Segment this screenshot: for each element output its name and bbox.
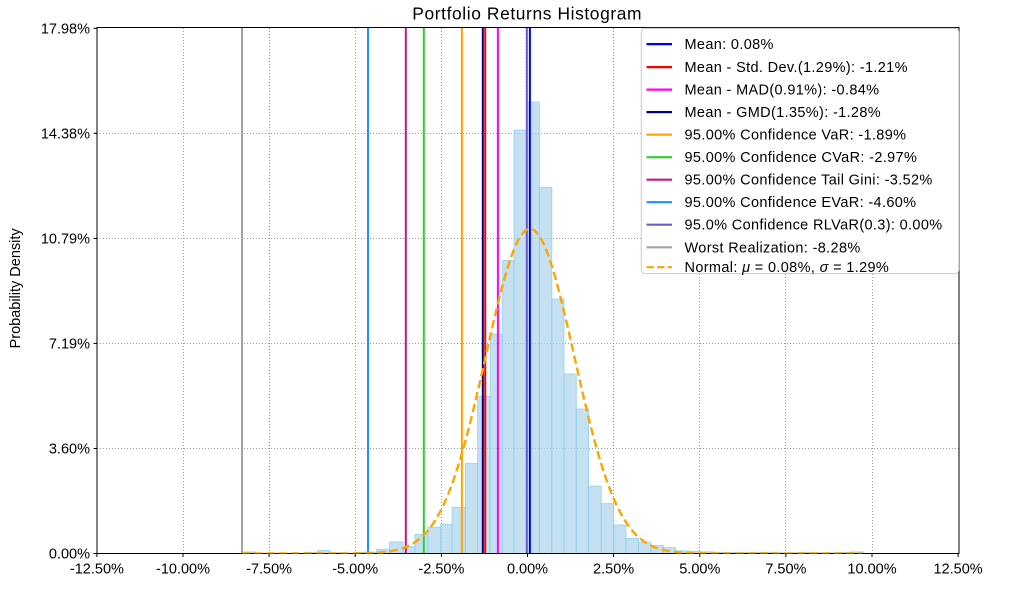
svg-text:7.19%: 7.19% [49, 336, 90, 352]
svg-text:5.00%: 5.00% [679, 562, 720, 578]
svg-text:-10.00%: -10.00% [156, 562, 210, 578]
svg-text:17.98%: 17.98% [41, 21, 90, 37]
svg-text:10.79%: 10.79% [41, 231, 90, 247]
svg-text:Mean - Std. Dev.(1.29%): -1.21: Mean - Std. Dev.(1.29%): -1.21% [685, 60, 908, 76]
svg-text:-5.00%: -5.00% [332, 562, 378, 578]
svg-text:95.00% Confidence VaR: -1.89%: 95.00% Confidence VaR: -1.89% [685, 128, 907, 144]
svg-text:3.60%: 3.60% [49, 442, 90, 458]
svg-text:Portfolio Returns Histogram: Portfolio Returns Histogram [412, 3, 642, 23]
svg-text:Probability Density: Probability Density [8, 228, 24, 349]
svg-text:-12.50%: -12.50% [70, 562, 124, 578]
svg-text:95.0% Confidence RLVaR(0.3): 0: 95.0% Confidence RLVaR(0.3): 0.00% [685, 218, 943, 234]
svg-text:0.00%: 0.00% [507, 562, 548, 578]
svg-text:12.50%: 12.50% [934, 562, 983, 578]
svg-text:95.00% Confidence Tail Gini: -: 95.00% Confidence Tail Gini: -3.52% [685, 173, 933, 189]
svg-text:7.50%: 7.50% [765, 562, 806, 578]
svg-text:0.00%: 0.00% [49, 547, 90, 563]
svg-text:14.38%: 14.38% [41, 126, 90, 142]
svg-text:2.50%: 2.50% [593, 562, 634, 578]
svg-text:-7.50%: -7.50% [246, 562, 292, 578]
svg-text:-2.50%: -2.50% [418, 562, 464, 578]
svg-text:Normal: μ = 0.08%, σ = 1.29%: Normal: μ = 0.08%, σ = 1.29% [685, 260, 890, 276]
svg-text:10.00%: 10.00% [847, 562, 896, 578]
svg-text:Mean - MAD(0.91%): -0.84%: Mean - MAD(0.91%): -0.84% [685, 83, 880, 99]
svg-text:95.00% Confidence CVaR: -2.97%: 95.00% Confidence CVaR: -2.97% [685, 150, 918, 166]
svg-text:Mean - GMD(1.35%): -1.28%: Mean - GMD(1.35%): -1.28% [685, 105, 882, 121]
svg-text:95.00% Confidence EVaR: -4.60%: 95.00% Confidence EVaR: -4.60% [685, 195, 917, 211]
svg-text:Mean: 0.08%: Mean: 0.08% [685, 37, 774, 53]
svg-text:Worst Realization: -8.28%: Worst Realization: -8.28% [685, 240, 861, 256]
